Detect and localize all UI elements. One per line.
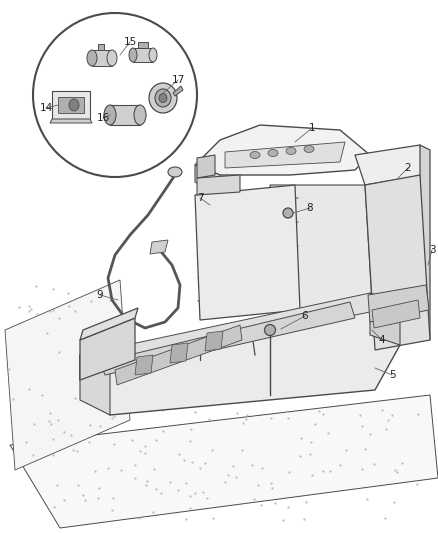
Text: 6: 6 — [302, 311, 308, 321]
Polygon shape — [170, 343, 188, 363]
Polygon shape — [365, 175, 430, 350]
Text: 8: 8 — [307, 203, 313, 213]
Text: 4: 4 — [379, 335, 385, 345]
Ellipse shape — [250, 151, 260, 158]
Polygon shape — [225, 142, 345, 168]
Ellipse shape — [283, 208, 293, 218]
Polygon shape — [173, 86, 183, 96]
Polygon shape — [135, 355, 153, 375]
Polygon shape — [150, 240, 168, 254]
Text: 9: 9 — [97, 290, 103, 300]
Polygon shape — [10, 395, 438, 528]
Polygon shape — [110, 105, 140, 125]
Ellipse shape — [265, 325, 276, 335]
Text: 14: 14 — [39, 103, 53, 113]
Ellipse shape — [69, 99, 79, 111]
Polygon shape — [80, 295, 400, 415]
Ellipse shape — [168, 167, 182, 177]
Text: 3: 3 — [429, 245, 435, 255]
Ellipse shape — [286, 148, 296, 155]
Ellipse shape — [87, 50, 97, 66]
Polygon shape — [370, 293, 400, 345]
Polygon shape — [197, 175, 240, 195]
Polygon shape — [197, 155, 215, 178]
Polygon shape — [100, 302, 355, 375]
Polygon shape — [355, 145, 425, 185]
Text: 16: 16 — [96, 113, 110, 123]
Polygon shape — [420, 145, 430, 340]
Polygon shape — [195, 165, 220, 195]
Ellipse shape — [104, 105, 116, 125]
Ellipse shape — [149, 48, 157, 62]
Ellipse shape — [149, 83, 177, 113]
Text: 2: 2 — [405, 163, 411, 173]
Text: 17: 17 — [171, 75, 185, 85]
Polygon shape — [372, 300, 420, 328]
Text: 15: 15 — [124, 37, 137, 47]
Polygon shape — [115, 325, 242, 385]
Polygon shape — [138, 42, 148, 48]
Ellipse shape — [129, 48, 137, 62]
Ellipse shape — [268, 149, 278, 157]
Text: 7: 7 — [197, 193, 203, 203]
Ellipse shape — [107, 50, 117, 66]
Ellipse shape — [155, 89, 171, 107]
Polygon shape — [195, 185, 300, 320]
Polygon shape — [133, 48, 153, 62]
Polygon shape — [270, 185, 375, 350]
Polygon shape — [5, 280, 130, 470]
Polygon shape — [58, 97, 84, 113]
Polygon shape — [80, 355, 110, 415]
Polygon shape — [205, 331, 223, 351]
Polygon shape — [50, 119, 92, 123]
Ellipse shape — [304, 146, 314, 152]
Polygon shape — [80, 318, 135, 380]
Text: 1: 1 — [309, 123, 315, 133]
Text: 5: 5 — [389, 370, 396, 380]
Polygon shape — [368, 285, 429, 322]
Polygon shape — [80, 293, 380, 368]
Ellipse shape — [159, 93, 167, 102]
Polygon shape — [195, 125, 370, 175]
Polygon shape — [98, 44, 104, 50]
Polygon shape — [80, 308, 138, 340]
Ellipse shape — [134, 105, 146, 125]
Polygon shape — [92, 50, 112, 66]
Polygon shape — [52, 91, 90, 119]
